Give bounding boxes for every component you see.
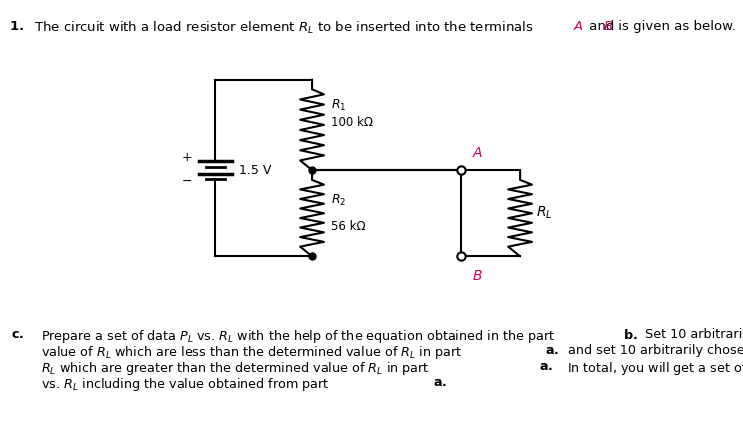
Text: vs. $R_L$ including the value obtained from part: vs. $R_L$ including the value obtained f… [41,376,330,393]
Text: Set 10 arbitrarily chosen: Set 10 arbitrarily chosen [641,328,743,341]
Text: $\mathbf{a.}$: $\mathbf{a.}$ [539,360,554,373]
Text: $A$: $A$ [573,20,584,33]
Text: value of $R_L$ which are less than the determined value of $R_L$ in part: value of $R_L$ which are less than the d… [41,344,463,361]
Text: and set 10 arbitrarily chosen value of: and set 10 arbitrarily chosen value of [564,344,743,357]
Text: $\mathbf{c.}$: $\mathbf{c.}$ [11,328,25,341]
Text: −: − [182,175,192,188]
Text: $\mathbf{a.}$: $\mathbf{a.}$ [433,376,447,389]
Text: The circuit with a load resistor element $R_L$ to be inserted into the terminals: The circuit with a load resistor element… [30,20,534,36]
Text: $R_1$: $R_1$ [331,97,346,113]
Text: $R_L$ which are greater than the determined value of $R_L$ in part: $R_L$ which are greater than the determi… [41,360,429,377]
Text: $R_2$: $R_2$ [331,192,346,208]
Text: 1.5 V: 1.5 V [239,164,272,177]
Text: 100 kΩ: 100 kΩ [331,116,373,129]
Text: 56 kΩ: 56 kΩ [331,220,366,233]
Text: and: and [585,20,618,33]
Text: +: + [182,151,192,164]
Text: $R_L$: $R_L$ [536,205,553,221]
Text: $A$: $A$ [472,146,483,160]
Text: $\mathbf{b.}$: $\mathbf{b.}$ [623,328,638,343]
Text: $\mathbf{a.}$: $\mathbf{a.}$ [545,344,559,357]
Text: Prepare a set of data $P_L$ vs. $R_L$ with the help of the equation obtained in : Prepare a set of data $P_L$ vs. $R_L$ wi… [41,328,555,345]
Text: $B$: $B$ [603,20,614,33]
Text: $B$: $B$ [472,269,482,283]
Text: is given as below.: is given as below. [614,20,736,33]
Text: In total, you will get a set of 21 data for $P_L$: In total, you will get a set of 21 data … [559,360,743,377]
Text: $\mathbf{1.}$: $\mathbf{1.}$ [9,20,24,33]
